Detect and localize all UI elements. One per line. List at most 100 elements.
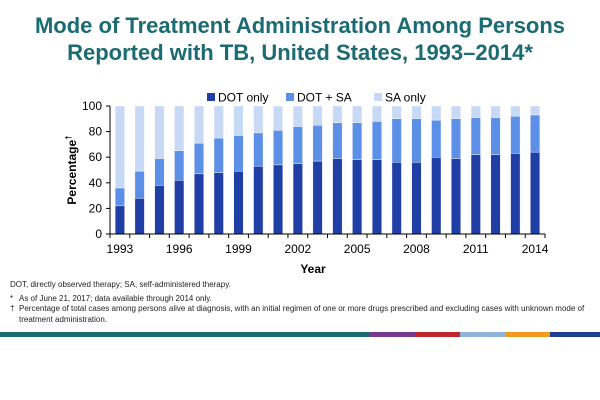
bar-dot-only-1996 <box>174 180 185 235</box>
bar-dot-sa-2012 <box>490 117 501 155</box>
footnote-percentage-text: Percentage of total cases among persons … <box>19 304 585 324</box>
footnote-abbreviations: DOT, directly observed therapy; SA, self… <box>10 280 231 289</box>
bar-dot-sa-2006 <box>371 121 382 160</box>
x-tick-label: 2005 <box>344 242 371 256</box>
bar-dot-sa-2005 <box>352 122 363 160</box>
bottom-bar-segment <box>460 332 505 337</box>
footnote-as-of-text: As of June 21, 2017; data available thro… <box>19 293 212 303</box>
footnotes: DOT, directly observed therapy; SA, self… <box>10 280 590 325</box>
legend-swatch-1 <box>207 93 215 101</box>
bar-dot-only-2005 <box>352 159 363 235</box>
bar-dot-sa-2013 <box>510 116 521 154</box>
legend-label-2: DOT + SA <box>297 91 352 105</box>
y-axis-label: Percentage† <box>64 135 79 204</box>
bar-sa-only-1997 <box>194 105 204 144</box>
bar-sa-only-2006 <box>371 105 382 122</box>
chart-title: Mode of Treatment Administration Among P… <box>0 12 600 66</box>
bar-dot-only-2001 <box>273 164 284 235</box>
bar-sa-only-2013 <box>510 105 521 117</box>
bar-dot-sa-2002 <box>292 126 303 164</box>
legend: DOT only DOT + SA SA only <box>207 91 426 105</box>
bar-dot-sa-2009 <box>431 119 442 158</box>
x-tick-label: 2008 <box>403 242 430 256</box>
footnote-dagger: † <box>10 304 15 313</box>
bar-dot-only-2014 <box>530 151 541 235</box>
bar-sa-only-2004 <box>332 105 343 123</box>
bar-sa-only-1995 <box>154 105 165 159</box>
bar-sa-only-2005 <box>352 105 363 123</box>
bottom-bar-segment <box>415 332 460 337</box>
bar-dot-sa-1997 <box>194 142 204 175</box>
chart-title-line-1: Mode of Treatment Administration Among P… <box>34 13 566 38</box>
x-axis: 1993 1996 1999 2002 2005 2008 2011 2014 <box>107 233 549 256</box>
bar-sa-only-1993 <box>114 105 125 189</box>
x-axis-label: Year <box>300 262 326 276</box>
bar-dot-sa-2011 <box>470 117 481 155</box>
bottom-color-bar <box>0 332 600 337</box>
bar-sa-only-2008 <box>411 105 422 120</box>
x-tick-label: 2014 <box>522 242 549 256</box>
y-tick-label: 20 <box>89 201 103 215</box>
bar-dot-sa-1998 <box>213 137 224 173</box>
bar-dot-sa-2003 <box>312 124 323 162</box>
bar-dot-only-1993 <box>114 205 125 235</box>
bottom-bar-segment <box>550 332 600 337</box>
x-tick-label: 2011 <box>463 242 489 256</box>
bar-group <box>114 105 541 235</box>
bar-dot-only-1995 <box>154 185 165 235</box>
bar-sa-only-2003 <box>312 105 323 126</box>
footnote-asterisk: * <box>10 293 14 303</box>
y-tick-label: 0 <box>95 227 102 241</box>
footnote-as-of: * As of June 21, 2017; data available th… <box>10 294 590 305</box>
bar-dot-only-2007 <box>391 162 402 235</box>
bar-sa-only-2001 <box>273 105 284 131</box>
bar-dot-only-2013 <box>510 153 521 235</box>
bar-sa-only-1998 <box>213 105 224 139</box>
x-tick-label: 1999 <box>225 242 252 256</box>
bar-sa-only-2010 <box>451 105 461 120</box>
bar-sa-only-2011 <box>470 105 481 118</box>
bottom-bar-segment <box>370 332 415 337</box>
bar-dot-only-1998 <box>213 172 224 235</box>
chart-title-line-2: Reported with TB, United States, 1993–20… <box>67 40 533 65</box>
x-tick-label: 2002 <box>284 242 311 256</box>
x-tick-label: 1993 <box>107 242 134 256</box>
bar-dot-only-2010 <box>451 158 461 235</box>
bar-dot-sa-1996 <box>174 150 185 181</box>
bar-sa-only-2014 <box>530 105 541 116</box>
y-tick-label: 100 <box>82 99 102 113</box>
bar-dot-only-2011 <box>470 154 481 235</box>
x-tick-label: 1996 <box>166 242 193 256</box>
bar-dot-sa-2007 <box>391 118 402 163</box>
bottom-bar-segment <box>505 332 550 337</box>
bar-dot-sa-1993 <box>114 187 125 207</box>
bar-dot-only-2004 <box>332 158 343 235</box>
bar-dot-only-1997 <box>194 173 204 235</box>
bottom-bar-segment <box>0 332 370 337</box>
stacked-bar-chart: 0 20 40 60 80 100 1993 1996 1999 2002 2005 2008 201… <box>64 91 549 277</box>
legend-swatch-3 <box>374 93 382 101</box>
y-axis-label-text: Percentage <box>65 140 79 205</box>
bar-sa-only-2009 <box>431 105 442 121</box>
bar-dot-only-2012 <box>490 154 501 235</box>
bar-dot-sa-1999 <box>233 135 244 172</box>
bar-dot-sa-1995 <box>154 158 165 186</box>
bar-sa-only-2012 <box>490 105 501 118</box>
bar-dot-only-1994 <box>134 197 145 235</box>
y-axis-label-mark: † <box>64 135 73 139</box>
bar-dot-only-2008 <box>411 162 422 235</box>
bar-dot-sa-2000 <box>253 132 264 167</box>
bar-dot-sa-2014 <box>530 114 541 153</box>
bar-dot-only-2000 <box>253 165 264 235</box>
legend-label-1: DOT only <box>218 91 268 105</box>
bar-sa-only-1999 <box>233 105 244 136</box>
y-axis: 0 20 40 60 80 100 <box>82 99 111 241</box>
bar-dot-only-2006 <box>371 159 382 235</box>
bar-sa-only-2000 <box>253 105 264 134</box>
legend-label-3: SA only <box>385 91 426 105</box>
bar-dot-only-1999 <box>233 171 244 235</box>
bar-dot-sa-2004 <box>332 122 343 159</box>
bar-dot-only-2003 <box>312 160 323 235</box>
bar-dot-only-2009 <box>431 156 442 235</box>
bar-sa-only-1994 <box>134 105 145 172</box>
